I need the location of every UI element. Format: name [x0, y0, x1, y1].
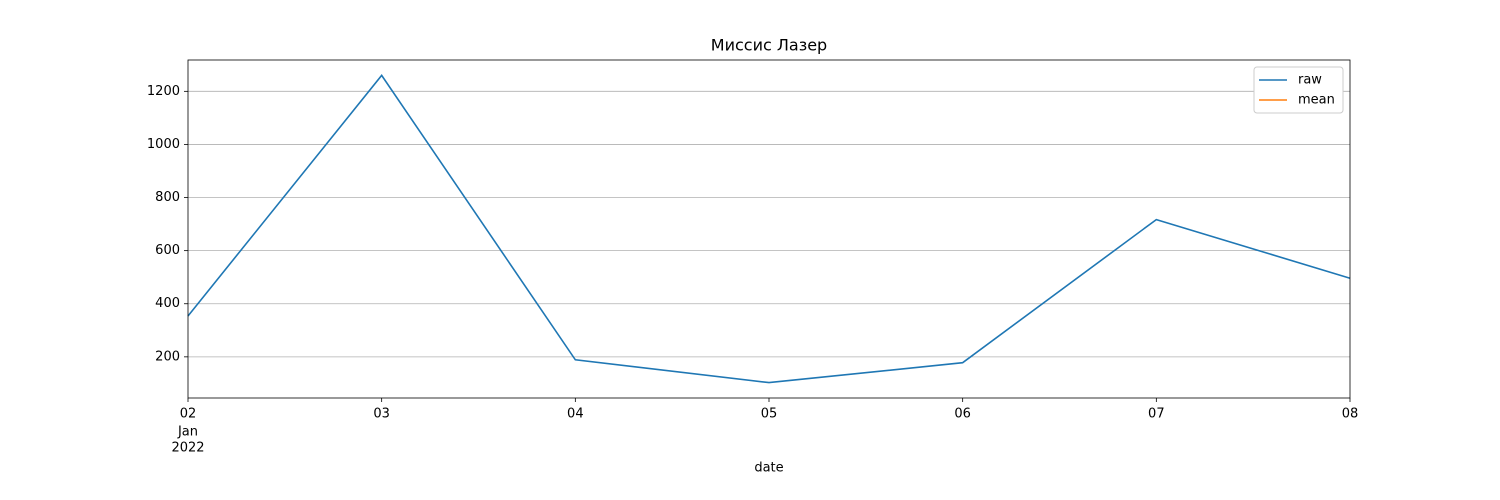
- y-tick-label: 1200: [147, 84, 180, 99]
- series-line: [187, 74, 1351, 384]
- x-tick-sublabel: 2022: [171, 441, 204, 456]
- x-tick-label: 06: [954, 407, 971, 422]
- y-tick-label: 800: [155, 190, 180, 205]
- legend-box: [1253, 66, 1344, 114]
- x-tick-label: 02: [180, 407, 197, 422]
- x-tick-label: 04: [567, 407, 584, 422]
- y-tick-label: 200: [155, 349, 180, 364]
- y-tick-label: 400: [155, 296, 180, 311]
- x-tick-label: 03: [373, 407, 390, 422]
- x-tick-sublabel: Jan: [177, 425, 198, 440]
- legend-label: raw: [1298, 73, 1322, 88]
- y-tick-label: 1000: [147, 137, 180, 152]
- x-tick-label: 07: [1148, 407, 1165, 422]
- x-tick-label: 08: [1342, 407, 1359, 422]
- x-tick-label: 05: [761, 407, 778, 422]
- x-axis-label: date: [754, 461, 783, 476]
- y-tick-label: 600: [155, 243, 180, 258]
- chart-title: Миссис Лазер: [711, 36, 827, 55]
- plot-frame: [187, 59, 1351, 399]
- legend-label: mean: [1298, 93, 1335, 108]
